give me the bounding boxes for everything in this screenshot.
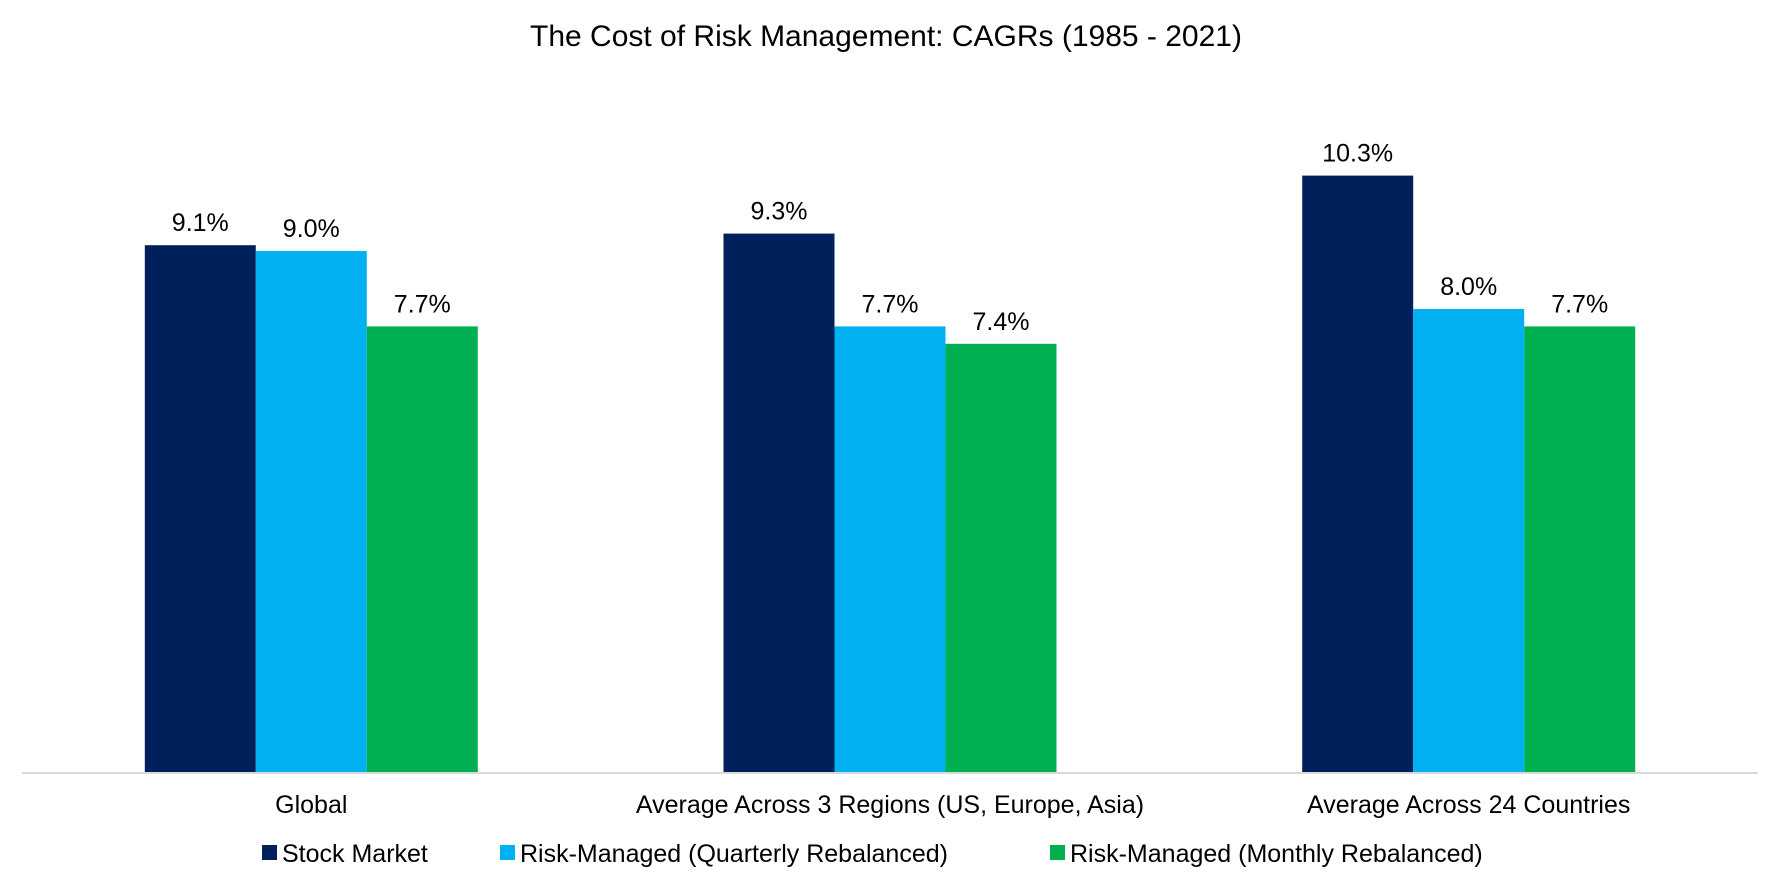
category-label: Average Across 3 Regions (US, Europe, As… [636, 791, 1144, 819]
data-label: 8.0% [1440, 273, 1497, 301]
legend-swatch [1050, 845, 1065, 860]
data-label: 7.7% [862, 290, 919, 318]
data-label: 7.4% [973, 308, 1030, 336]
category-label: Average Across 24 Countries [1307, 791, 1630, 819]
chart-title: The Cost of Risk Management: CAGRs (1985… [530, 20, 1242, 53]
bar [1524, 326, 1636, 773]
bar [366, 326, 478, 773]
data-label: 9.3% [751, 198, 808, 226]
legend-label: Risk-Managed (Monthly Rebalanced) [1070, 840, 1483, 868]
bar [1302, 175, 1414, 774]
bar [945, 343, 1057, 773]
data-label: 7.7% [394, 290, 451, 318]
legend-swatch [500, 845, 515, 860]
legend-label: Risk-Managed (Quarterly Rebalanced) [520, 840, 948, 868]
bar [255, 251, 367, 773]
value-labels-layer: 9.1% 9.0% 7.7% 9.3% 7.7% 7.4% 10.3% 8.0% 7.7% [172, 140, 1608, 336]
bars-layer [144, 175, 1636, 774]
data-label: 9.1% [172, 209, 229, 237]
data-label: 7.7% [1551, 290, 1608, 318]
category-label: Global [275, 791, 347, 819]
legend: Stock Market Risk-Managed (Quarterly Reba… [262, 840, 1483, 868]
bar [834, 326, 946, 773]
category-labels-layer: Global Average Across 3 Regions (US, Euro… [275, 791, 1630, 819]
bar [723, 233, 835, 774]
bar [144, 245, 256, 773]
legend-label: Stock Market [282, 840, 428, 868]
data-label: 10.3% [1322, 140, 1393, 168]
data-label: 9.0% [283, 215, 340, 243]
legend-swatch [262, 845, 277, 860]
bar [1413, 309, 1525, 773]
